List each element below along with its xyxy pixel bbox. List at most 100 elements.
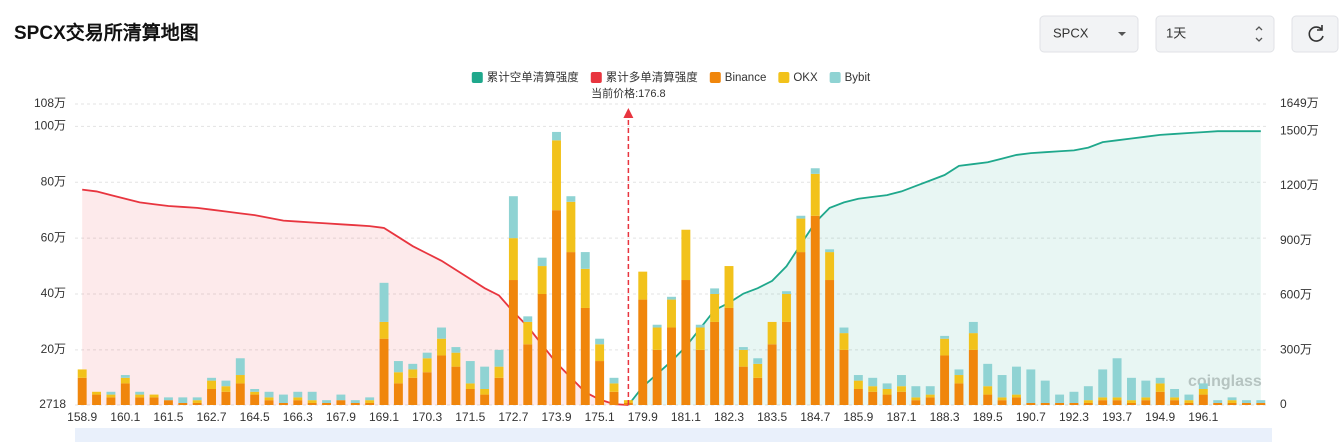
bar-segment bbox=[307, 391, 317, 401]
bar-segment bbox=[1155, 377, 1165, 384]
bar-segment bbox=[997, 397, 1007, 401]
y2-tick-label: 600万 bbox=[1280, 288, 1312, 302]
updown-icon bbox=[1255, 26, 1263, 42]
bar-segment bbox=[595, 344, 605, 362]
bar-segment bbox=[911, 400, 921, 405]
bar-segment bbox=[1227, 402, 1237, 405]
bar-segment bbox=[1112, 397, 1122, 401]
select-text[interactable]: 1天 bbox=[1166, 25, 1186, 40]
y2-tick-label: 0 bbox=[1280, 397, 1287, 411]
bar-segment bbox=[120, 377, 130, 384]
bar-segment bbox=[192, 402, 202, 405]
bar-segment bbox=[1026, 369, 1036, 403]
bar-segment bbox=[494, 366, 504, 378]
bar-segment bbox=[882, 388, 892, 395]
bar-segment bbox=[235, 375, 245, 384]
x-tick-label: 194.9 bbox=[1145, 410, 1175, 424]
x-tick-label: 170.3 bbox=[412, 410, 442, 424]
bar-segment bbox=[609, 391, 619, 405]
range-select[interactable]: 1天 bbox=[1155, 15, 1275, 53]
select-text[interactable]: SPCX bbox=[1053, 25, 1089, 40]
bar-segment bbox=[1040, 402, 1050, 405]
select-box[interactable] bbox=[1039, 15, 1139, 53]
line bbox=[627, 130, 1261, 406]
bar-segment bbox=[724, 266, 734, 308]
y-tick-label: 60万 bbox=[41, 230, 66, 244]
bar-segment bbox=[925, 386, 935, 395]
bar-segment bbox=[92, 394, 102, 405]
select-box[interactable] bbox=[1155, 15, 1275, 53]
refresh-icon bbox=[1308, 25, 1324, 42]
bar-segment bbox=[408, 369, 418, 378]
x-tick-label: 162.7 bbox=[197, 410, 227, 424]
bar-segment bbox=[695, 327, 705, 350]
bar-segment bbox=[968, 321, 978, 334]
y2-tick-label: 1649万 bbox=[1280, 96, 1319, 110]
bar-segment bbox=[1155, 391, 1165, 405]
bar-segment bbox=[1112, 358, 1122, 398]
bar-segment bbox=[825, 249, 835, 253]
bar-segment bbox=[365, 400, 375, 403]
button-box[interactable] bbox=[1291, 15, 1339, 53]
chevron-icon bbox=[1118, 32, 1126, 36]
bar-segment bbox=[695, 324, 705, 328]
bar-segment bbox=[1241, 400, 1251, 403]
y2-tick-label: 1500万 bbox=[1280, 123, 1319, 137]
bar-segment bbox=[379, 338, 389, 405]
bar-segment bbox=[638, 271, 648, 300]
legend-label: 累计空单清算强度 bbox=[487, 70, 579, 84]
bar-segment bbox=[911, 386, 921, 398]
bar-segment bbox=[106, 391, 116, 395]
x-tick-label: 184.7 bbox=[800, 410, 830, 424]
bar-segment bbox=[681, 229, 691, 281]
bar-segment bbox=[537, 293, 547, 405]
bar-segment bbox=[1198, 394, 1208, 405]
bar-segment bbox=[1227, 400, 1237, 403]
x-tick-label: 190.7 bbox=[1016, 410, 1046, 424]
bar-segment bbox=[595, 361, 605, 405]
bar-segment bbox=[1098, 397, 1108, 401]
bar-segment bbox=[278, 402, 288, 405]
price-arrow bbox=[623, 108, 634, 118]
bar-segment bbox=[149, 397, 159, 405]
bar-segment bbox=[307, 402, 317, 405]
bar-segment bbox=[552, 140, 561, 211]
bar-segment bbox=[192, 400, 202, 403]
bar-segment bbox=[580, 252, 590, 269]
bar-segment bbox=[925, 397, 935, 405]
bar-segment bbox=[77, 369, 87, 378]
symbol-select[interactable]: SPCX bbox=[1039, 15, 1139, 53]
bar-segment bbox=[566, 201, 576, 253]
bar-segment bbox=[264, 391, 274, 398]
bar-segment bbox=[753, 377, 763, 405]
bar-segment bbox=[925, 394, 935, 398]
bar-segment bbox=[465, 361, 475, 384]
bar-segment bbox=[753, 363, 763, 378]
bar-segment bbox=[106, 394, 116, 398]
x-tick-label: 169.1 bbox=[369, 410, 399, 424]
bar-segment bbox=[307, 400, 317, 403]
bar-segment bbox=[580, 307, 590, 405]
zoom-slider[interactable] bbox=[75, 428, 1272, 442]
bar-segment bbox=[782, 291, 791, 294]
bar-segment bbox=[940, 355, 950, 405]
bar-segment bbox=[667, 327, 676, 405]
bar-segment bbox=[983, 363, 993, 387]
bar-segment bbox=[120, 383, 130, 405]
bar-segment bbox=[897, 386, 906, 392]
bar-segment bbox=[1141, 380, 1151, 398]
bar-segment bbox=[767, 321, 777, 345]
y-tick-label: 2718 bbox=[39, 397, 66, 411]
bar-segment bbox=[235, 358, 245, 376]
bar-segment bbox=[1012, 394, 1021, 398]
bar-segment bbox=[336, 400, 346, 405]
refresh-button[interactable] bbox=[1291, 15, 1339, 53]
bar-segment bbox=[940, 335, 950, 339]
x-tick-label: 166.3 bbox=[283, 410, 313, 424]
bar-segment bbox=[523, 316, 533, 322]
bar-segment bbox=[954, 383, 964, 405]
y-tick-label: 80万 bbox=[41, 174, 66, 188]
bar-segment bbox=[609, 383, 619, 392]
bar-segment bbox=[710, 293, 720, 322]
bar-segment bbox=[1126, 400, 1136, 403]
